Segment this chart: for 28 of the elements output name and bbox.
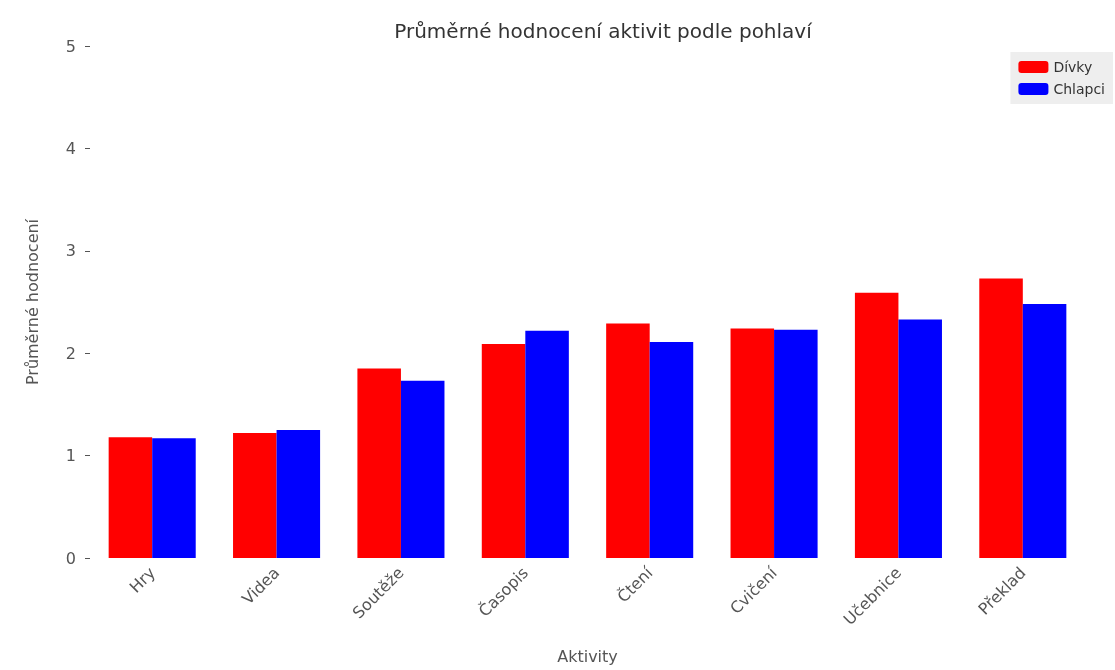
legend-label: Chlapci [1053, 81, 1105, 97]
y-tick-label: 4 [65, 138, 76, 158]
bar [606, 323, 650, 558]
bar [276, 430, 321, 558]
chart-title: Průměrné hodnocení aktivit podle pohlaví [394, 19, 814, 43]
bar [108, 437, 153, 558]
bar [357, 368, 401, 558]
y-tick-label: 0 [65, 548, 76, 568]
bar [152, 438, 196, 558]
y-tick-label: 2 [65, 343, 76, 363]
bar [774, 329, 818, 558]
y-axis-title: Průměrné hodnocení [22, 218, 42, 386]
bar [233, 433, 277, 558]
bar [854, 292, 899, 558]
x-axis-title: Aktivity [557, 646, 618, 666]
y-tick-label: 1 [65, 446, 76, 466]
y-tick-label: 5 [65, 36, 76, 56]
bar [400, 380, 445, 558]
bar [730, 328, 775, 558]
bar [979, 278, 1023, 558]
x-tick-label: Hry [125, 563, 159, 597]
bar [649, 341, 694, 558]
bar [525, 330, 569, 558]
bar [898, 319, 942, 558]
bar [1022, 304, 1067, 558]
legend-label: Dívky [1053, 59, 1093, 75]
bar [481, 343, 526, 558]
y-tick-label: 3 [65, 241, 76, 261]
